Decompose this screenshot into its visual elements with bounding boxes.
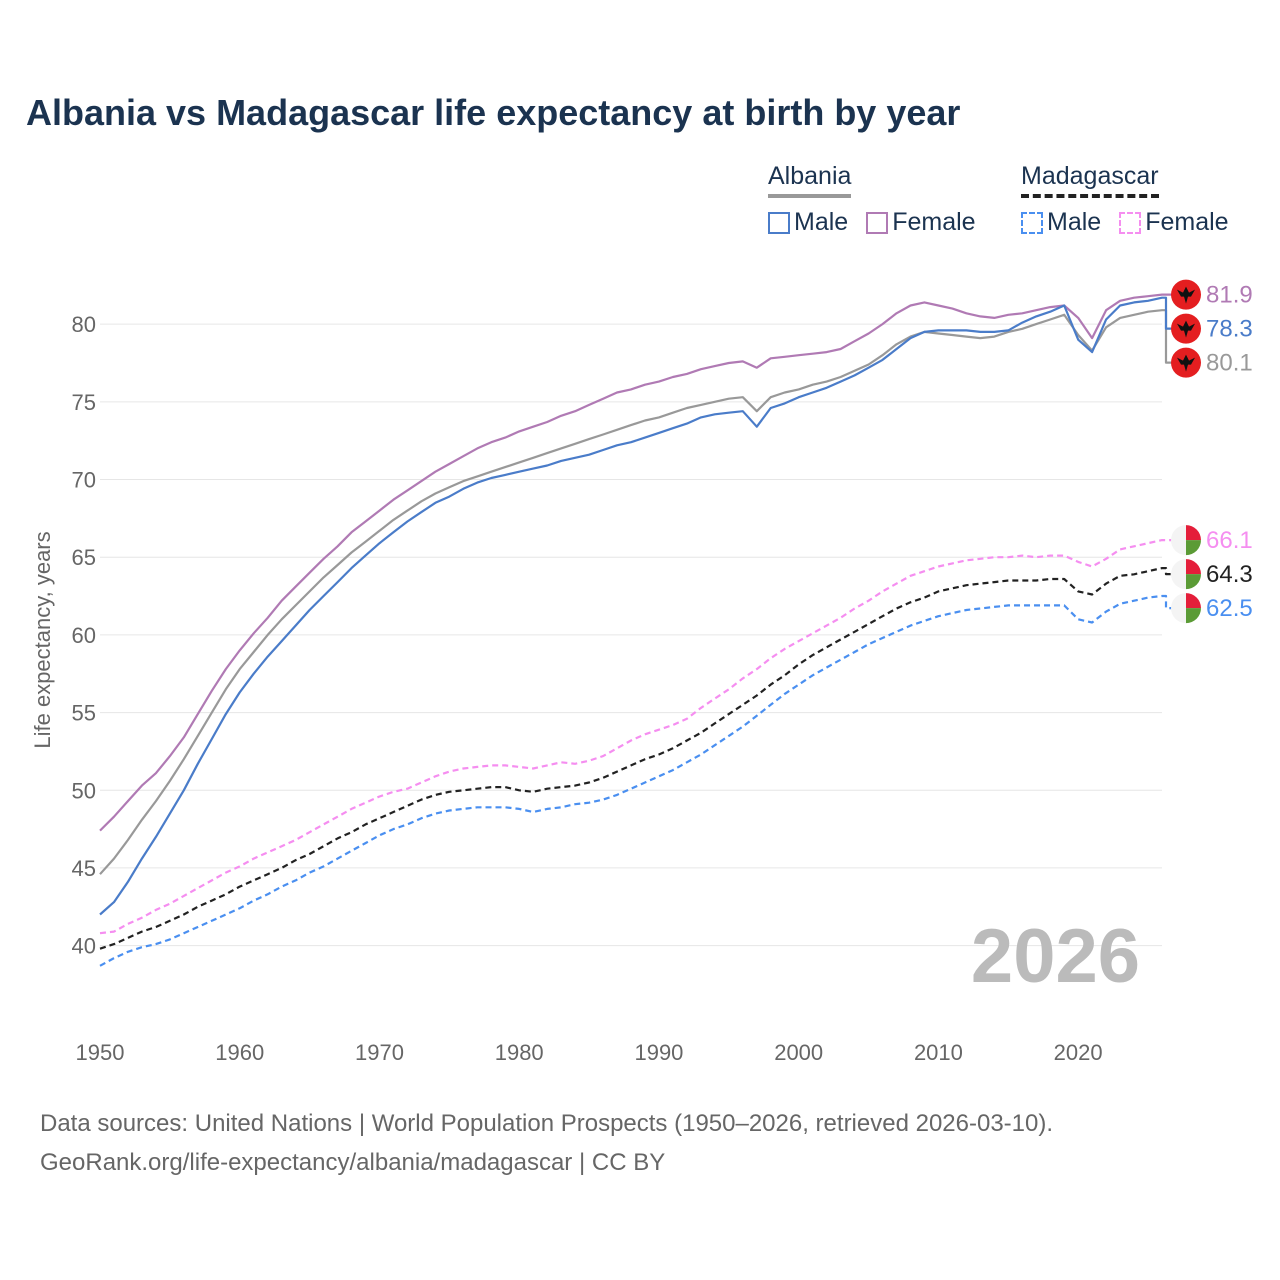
- legend-swatch: [768, 211, 790, 234]
- legend-group-title: Albania: [768, 162, 852, 198]
- y-tick-label: 40: [72, 934, 96, 959]
- y-axis-ticks: 40 45 50 55 60 65 70 75 80: [72, 312, 96, 958]
- grid-lines: [100, 323, 1162, 947]
- legend-item-albania-male[interactable]: Male: [768, 208, 848, 237]
- legend-label: Female: [892, 208, 976, 236]
- end-labels: 81.9 80.1 78.3 66.1 64.3 62.5: [1171, 279, 1253, 624]
- series-line-albania-male: [99, 296, 1172, 916]
- x-tick-label: 2020: [1054, 1040, 1103, 1065]
- y-tick-label: 55: [72, 701, 96, 726]
- series-line-albania-total: [99, 309, 1172, 875]
- legend-label: Female: [1145, 208, 1229, 236]
- life-expectancy-chart: Life expectancy, years 40 45 50 55 60 65 70 75 8…: [30, 279, 1253, 1065]
- x-tick-label: 1980: [495, 1040, 544, 1065]
- end-value-label: 78.3: [1206, 316, 1253, 343]
- footer: Data sources: United Nations | World Pop…: [40, 1104, 1053, 1182]
- series-line-madagascar-male: [99, 594, 1172, 967]
- madagascar-flag-icon: [1171, 593, 1201, 624]
- madagascar-flag-icon: [1171, 559, 1201, 590]
- x-tick-label: 1960: [215, 1040, 264, 1065]
- chart-title: Albania vs Madagascar life expectancy at…: [26, 92, 961, 133]
- series-line-madagascar-total: [99, 567, 1172, 950]
- legend-group-madagascar: Madagascar Male Female: [1021, 162, 1229, 237]
- y-tick-label: 65: [72, 545, 96, 570]
- legend-label: Male: [1047, 208, 1102, 236]
- madagascar-flag-icon: [1171, 525, 1201, 556]
- legend-swatch: [1021, 211, 1043, 234]
- end-value-label: 66.1: [1206, 527, 1253, 554]
- x-tick-label: 2000: [774, 1040, 823, 1065]
- albania-flag-icon: [1171, 347, 1201, 378]
- end-value-label: 81.9: [1206, 282, 1253, 309]
- x-tick-label: 1950: [76, 1040, 125, 1065]
- albania-flag-icon: [1171, 313, 1201, 344]
- end-value-label: 62.5: [1206, 595, 1253, 622]
- y-tick-label: 80: [72, 312, 96, 337]
- legend-group-title: Madagascar: [1021, 162, 1159, 198]
- legend-group-albania: Albania Male Female: [768, 162, 976, 237]
- legend-item-madagascar-male[interactable]: Male: [1021, 208, 1101, 237]
- y-tick-label: 70: [72, 468, 96, 493]
- legend-item-madagascar-female[interactable]: Female: [1119, 208, 1229, 237]
- x-tick-label: 2010: [914, 1040, 963, 1065]
- y-tick-label: 60: [72, 623, 96, 648]
- legend-label: Male: [794, 208, 849, 236]
- year-watermark: 2026: [971, 914, 1140, 999]
- legend-swatch: [866, 211, 889, 234]
- source-url: GeoRank.org/life-expectancy/albania/mada…: [40, 1149, 666, 1176]
- y-tick-label: 75: [72, 390, 96, 415]
- series-line-albania-female: [99, 293, 1172, 832]
- legend-item-albania-female[interactable]: Female: [866, 208, 976, 237]
- albania-flag-icon: [1171, 279, 1201, 310]
- end-value-label: 80.1: [1206, 350, 1253, 377]
- legend-swatch: [1119, 211, 1142, 234]
- y-tick-label: 50: [72, 778, 96, 803]
- y-tick-label: 45: [72, 856, 96, 881]
- source-note: Data sources: United Nations | World Pop…: [40, 1110, 1054, 1137]
- series-line-madagascar-female: [99, 539, 1172, 935]
- x-tick-label: 1970: [355, 1040, 404, 1065]
- x-tick-label: 1990: [634, 1040, 683, 1065]
- series-lines: [99, 293, 1172, 967]
- end-value-label: 64.3: [1206, 561, 1253, 588]
- x-axis-ticks: 1950 1960 1970 1980 1990 2000 2010 2020: [76, 1040, 1103, 1065]
- y-axis-label: Life expectancy, years: [30, 531, 55, 748]
